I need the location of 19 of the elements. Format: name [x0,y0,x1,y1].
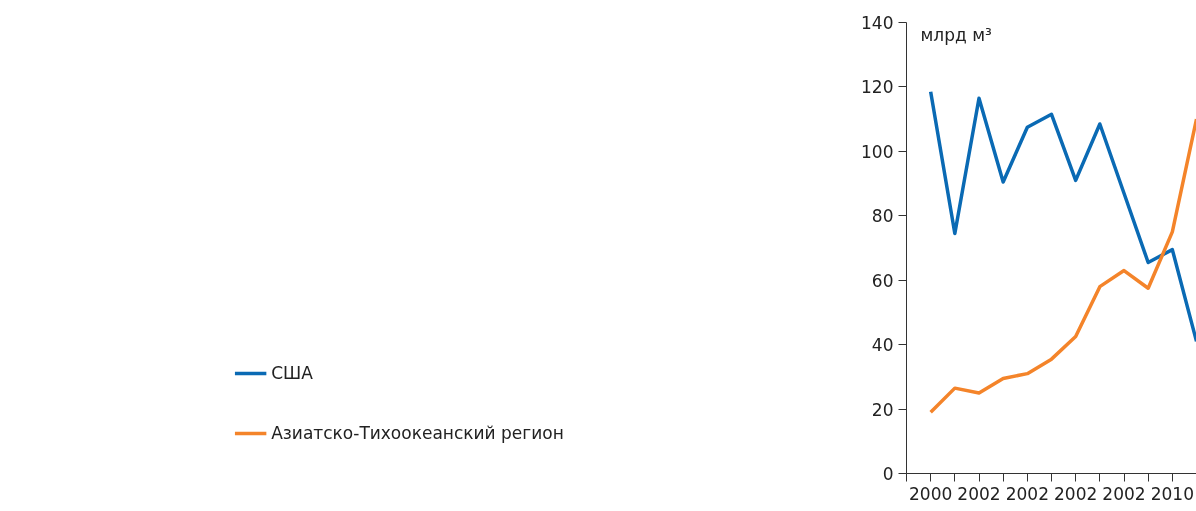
y-tick-label: 60 [871,270,894,291]
y-tick-label: 0 [882,464,894,484]
x-tick-label: 2010 [1150,483,1194,504]
y-tick-label: 80 [871,206,894,227]
y-tick-label: 140 [861,13,894,33]
x-tick-label: 2002 [1054,483,1098,504]
x-tick-label: 2002 [957,483,1001,504]
y-tick-label: 120 [861,77,894,98]
line-series [928,117,1196,415]
y-tick-label: 40 [871,335,894,356]
y-tick-label: 100 [861,141,894,162]
legend-label: Азиатско-Тихоокеанский регион [271,423,564,443]
x-tick-label: 2000 [909,483,953,504]
line-series [928,90,1196,344]
legend-label: США [271,363,313,383]
x-tick-label: 2002 [1005,483,1049,504]
y-axis-title: млрд м³ [920,24,992,45]
x-tick-label: 2002 [1102,483,1146,504]
y-tick-label: 20 [871,399,894,420]
